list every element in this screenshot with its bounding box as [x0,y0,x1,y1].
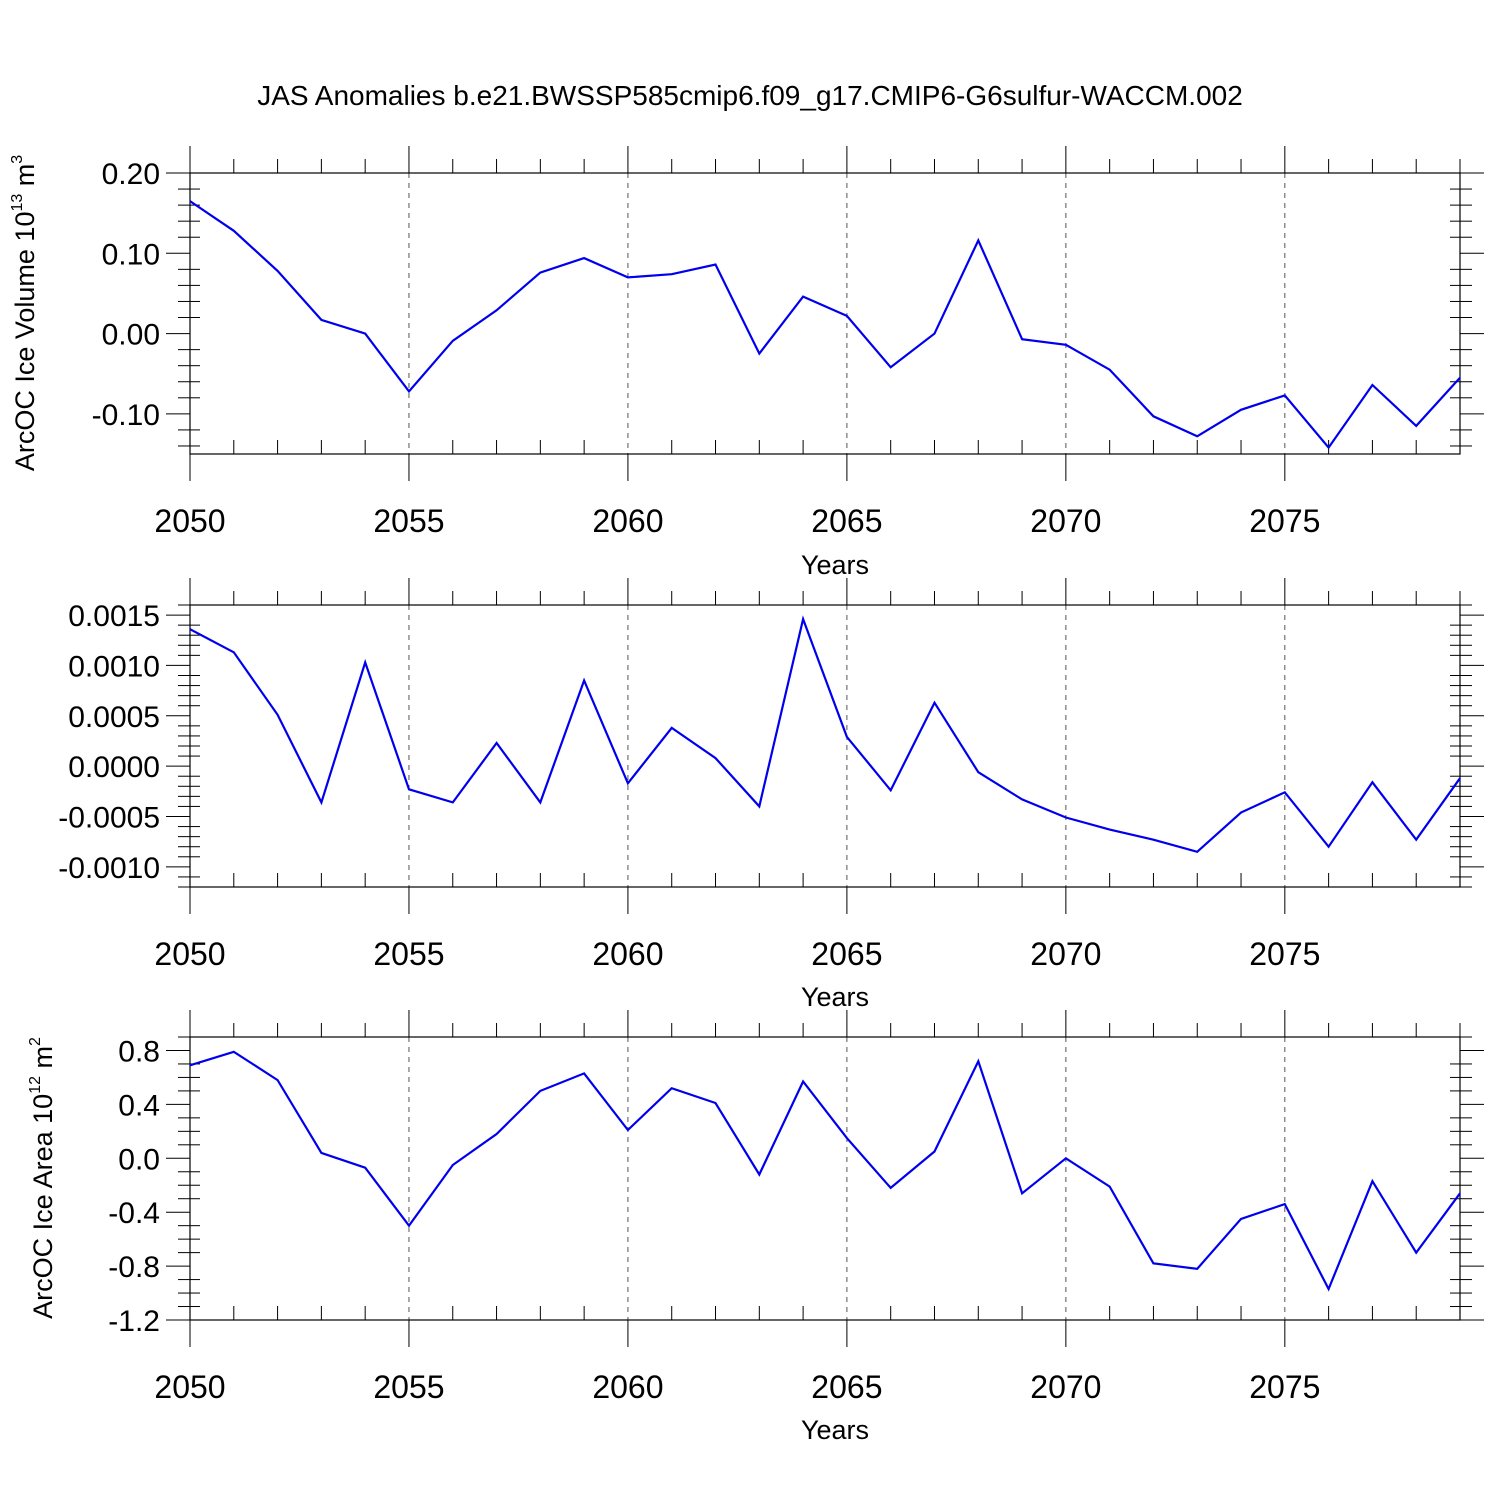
figure-title: JAS Anomalies b.e21.BWSSP585cmip6.f09_g1… [257,80,1243,111]
y-tick-label: 0.0 [118,1143,160,1176]
series-line [189,200,1461,450]
x-axis-title: Years [801,1415,869,1445]
x-tick-label: 2060 [592,936,663,972]
y-tick-label: 0.0000 [68,751,160,784]
x-tick-label: 2055 [373,936,444,972]
plot-frame [189,172,1461,455]
y-tick-label: -0.0005 [58,802,160,835]
x-tick-label: 2065 [811,503,882,539]
y-tick-label: 0.10 [102,238,160,271]
x-tick-label: 2055 [373,503,444,539]
y-axis-title: ArcOC Ice Area 1012 m2 [27,1037,58,1319]
x-tick-label: 2065 [811,936,882,972]
y-tick-label: 0.20 [102,158,160,191]
y-tick-label: 0.00 [102,319,160,352]
x-tick-label: 2065 [811,1369,882,1405]
y-axis-title: ArcOC Ice Volume 1013 m3 [9,155,40,471]
plot-frame [189,604,1461,888]
panel-ice-volume: 2050 2055 2060 2065 2070 2075 0.20 0.10 0.00 -0.1… [9,146,1484,580]
x-tick-label: 2075 [1249,1369,1320,1405]
y-tick-label: 0.0015 [68,600,160,633]
series-line [189,1050,1461,1292]
y-tick-label: 0.0005 [68,701,160,734]
x-axis-title: Years [801,550,869,580]
x-tick-label: 2070 [1030,1369,1101,1405]
x-tick-label: 2060 [592,503,663,539]
y-tick-label: 0.8 [118,1035,160,1068]
x-tick-label: 2050 [154,503,225,539]
y-tick-label: -0.8 [108,1251,160,1284]
x-tick-label: 2055 [373,1369,444,1405]
series-line [189,615,1461,854]
x-tick-label: 2070 [1030,936,1101,972]
x-axis-title: Years [801,982,869,1012]
y-tick-label: 0.4 [118,1089,160,1122]
y-tick-label: -1.2 [108,1305,160,1338]
y-tick-label: -0.0010 [58,852,160,885]
panel-snow-volume: 2050 2055 2060 2065 2070 2075 0.0015 0.0010 0.00… [58,578,1484,1012]
x-tick-label: 2050 [154,1369,225,1405]
x-tick-label: 2075 [1249,503,1320,539]
y-tick-label: -0.10 [92,399,160,432]
plot-frame [189,1036,1461,1321]
panel-ice-area: 2050 2055 2060 2065 2070 2075 0.8 0.4 0.0 -0.4 -0.… [27,1010,1484,1445]
x-tick-label: 2070 [1030,503,1101,539]
x-tick-label: 2060 [592,1369,663,1405]
y-tick-label: 0.0010 [68,650,160,683]
x-tick-label: 2075 [1249,936,1320,972]
x-tick-label: 2050 [154,936,225,972]
y-tick-label: -0.4 [108,1197,160,1230]
